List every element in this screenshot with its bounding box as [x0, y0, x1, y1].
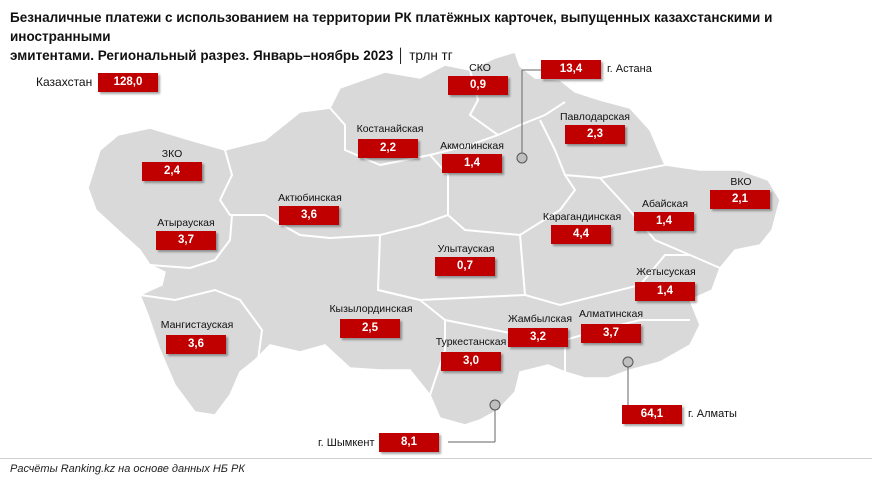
region-value-vko: 2,1 — [710, 190, 770, 209]
city-label-shymkent: г. Шымкент — [318, 437, 375, 449]
region-value-zhetysu: 1,4 — [635, 282, 695, 301]
region-label-pavlodar: Павлодарская — [560, 111, 630, 123]
city-value-almaty: 64,1 — [622, 405, 682, 424]
region-value-kyzylorda: 2,5 — [340, 319, 400, 338]
source-note: Расчёты Ranking.kz на основе данных НБ Р… — [10, 463, 245, 475]
region-value-akmola: 1,4 — [442, 154, 502, 173]
region-label-zhambyl: Жамбылская — [507, 313, 573, 325]
chart-title: Безналичные платежи с использованием на … — [10, 8, 860, 65]
city-value-shymkent: 8,1 — [379, 433, 439, 452]
region-label-almaty-obl: Алматинская — [578, 308, 644, 320]
region-label-akmola: Акмолинская — [440, 140, 504, 152]
city-value-astana: 13,4 — [541, 60, 601, 79]
region-value-mangystau: 3,6 — [166, 335, 226, 354]
region-label-turkestan: Туркестанская — [435, 336, 507, 348]
total-value: 128,0 — [98, 73, 158, 92]
region-value-turkestan: 3,0 — [441, 352, 501, 371]
footer-rule — [0, 458, 872, 459]
region-label-aktobe: Актюбинская — [278, 192, 342, 204]
region-label-vko: ВКО — [730, 176, 752, 188]
title-unit: │ трлн тг — [397, 48, 453, 63]
region-label-kostanay: Костанайская — [356, 123, 424, 135]
region-borders — [139, 69, 721, 396]
region-value-abai: 1,4 — [634, 212, 694, 231]
city-label-astana: г. Астана — [607, 63, 652, 75]
region-value-zhambyl: 3,2 — [508, 328, 568, 347]
total-label: Казахстан — [36, 75, 93, 89]
astana-dot — [516, 152, 528, 164]
title-line2: эмитентами. Региональный разрез. Январь–… — [10, 48, 394, 63]
region-value-aktobe: 3,6 — [279, 206, 339, 225]
city-label-almaty: г. Алматы — [688, 408, 737, 420]
title-line1: Безналичные платежи с использованием на … — [10, 10, 773, 44]
region-label-ulytau: Улытауская — [437, 243, 495, 255]
region-label-kyzylorda: Кызылординская — [329, 303, 413, 315]
region-label-mangystau: Мангистауская — [160, 319, 234, 331]
region-label-atyrau: Атырауская — [157, 217, 215, 229]
region-value-ulytau: 0,7 — [435, 257, 495, 276]
region-value-atyrau: 3,7 — [156, 231, 216, 250]
region-value-kostanay: 2,2 — [358, 139, 418, 158]
region-value-almaty-obl: 3,7 — [581, 324, 641, 343]
almaty-dot — [622, 356, 634, 368]
region-value-pavlodar: 2,3 — [565, 125, 625, 144]
region-label-zhetysu: Жетысуская — [636, 266, 696, 278]
shymkent-dot — [489, 399, 501, 411]
region-value-karaganda: 4,4 — [551, 225, 611, 244]
region-label-zko: ЗКО — [161, 148, 183, 160]
region-label-sko: СКО — [469, 62, 491, 74]
region-value-zko: 2,4 — [142, 162, 202, 181]
region-label-karaganda: Карагандинская — [542, 211, 622, 223]
region-label-abai: Абайская — [641, 198, 689, 210]
region-value-sko: 0,9 — [448, 76, 508, 95]
